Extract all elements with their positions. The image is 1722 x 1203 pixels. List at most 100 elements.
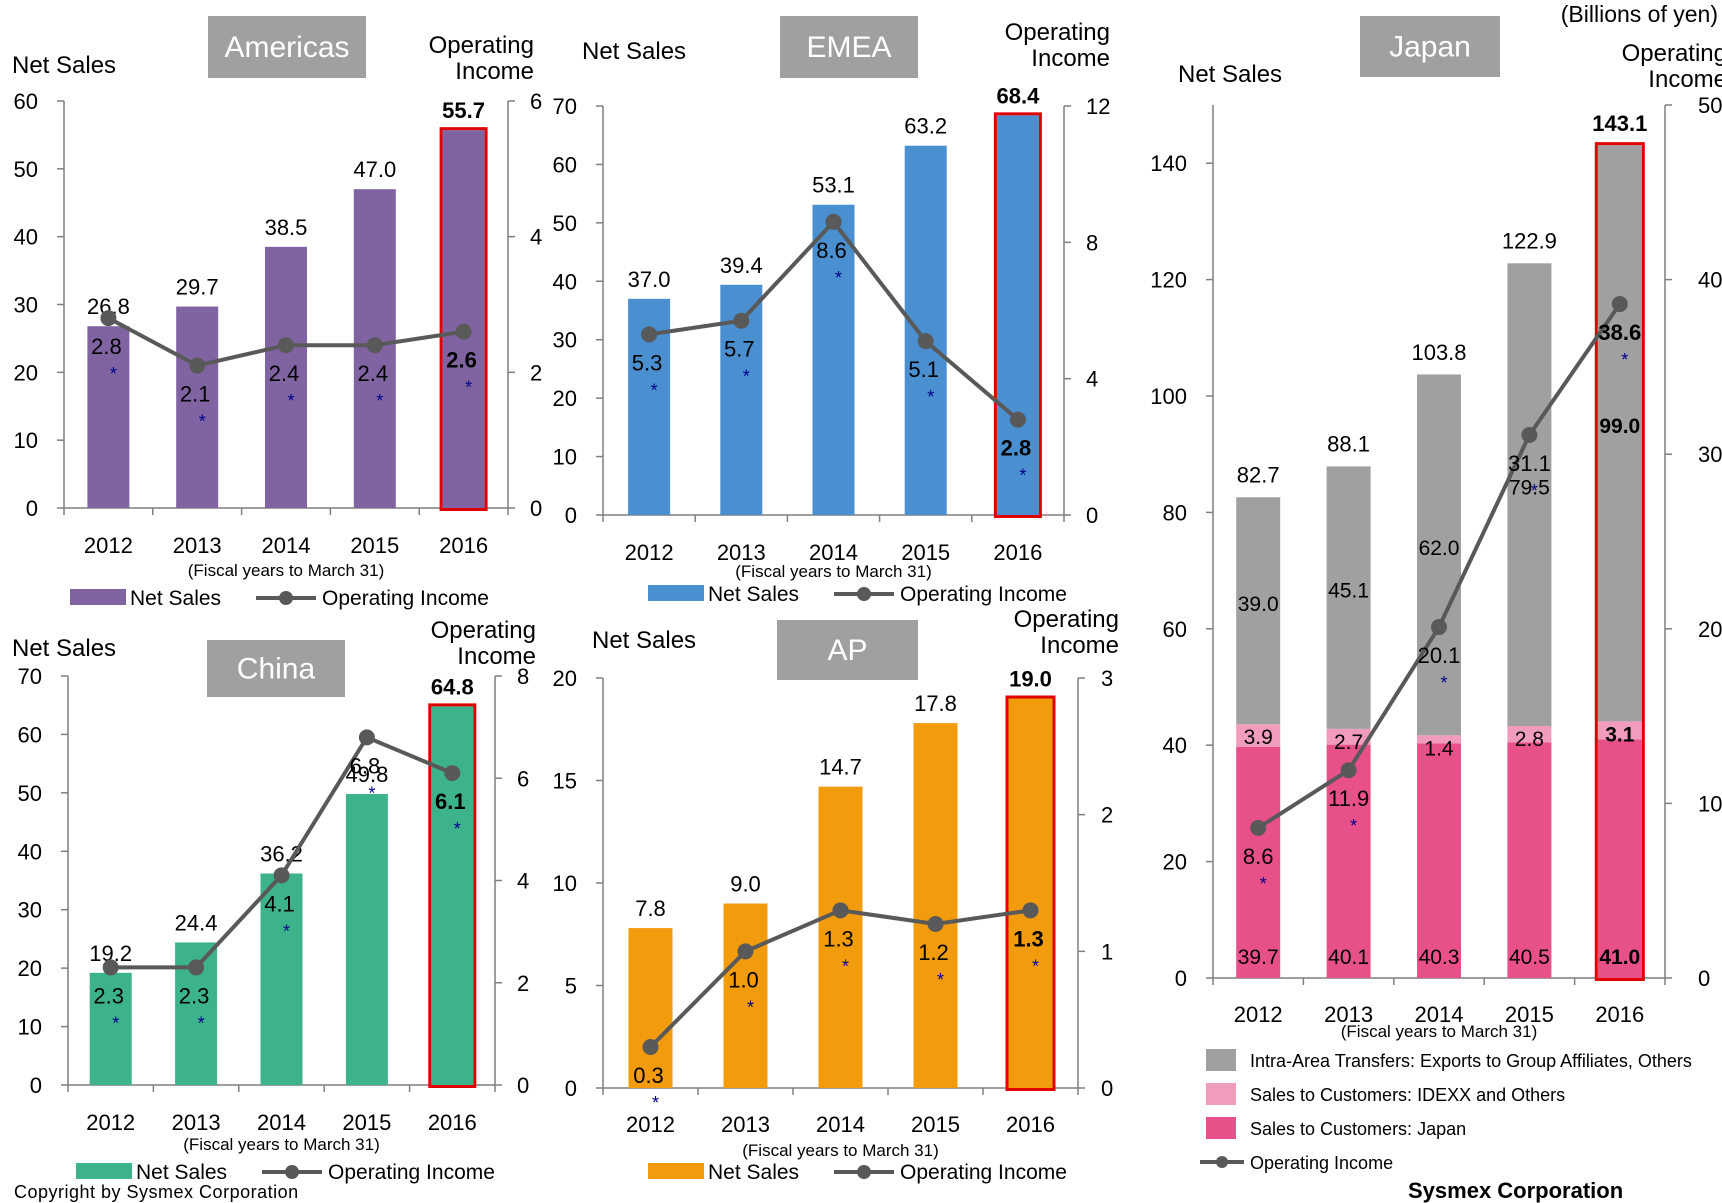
x-axis-caption: (Fiscal years to March 31) bbox=[188, 561, 385, 580]
net-sales-value-label: 7.8 bbox=[635, 896, 666, 921]
asterisk-mark: * bbox=[198, 1013, 205, 1033]
y-tick-label-left: 70 bbox=[18, 664, 42, 689]
asterisk-mark: * bbox=[287, 391, 294, 411]
y-axis-right-label-line2: Income bbox=[1040, 632, 1119, 659]
operating-income-value-label: 8.6 bbox=[1243, 844, 1274, 869]
net-sales-value-label: 24.4 bbox=[175, 910, 218, 935]
operating-income-value-label: 5.7 bbox=[724, 337, 755, 362]
asterisk-mark: * bbox=[651, 380, 658, 400]
legend-label-operating-income: Operating Income bbox=[1250, 1153, 1393, 1173]
y-tick-label-right: 12 bbox=[1086, 94, 1110, 119]
chart-title: EMEA bbox=[806, 31, 891, 64]
chart-title: China bbox=[237, 653, 316, 686]
legend-label-operating-income: Operating Income bbox=[328, 1161, 495, 1184]
operating-income-point bbox=[278, 337, 294, 353]
operating-income-point bbox=[359, 729, 375, 745]
segment-value-label: 40.5 bbox=[1509, 946, 1550, 969]
y-tick-label-right: 0 bbox=[530, 496, 542, 521]
legend-label-net-sales: Net Sales bbox=[708, 1161, 799, 1184]
y-tick-label-left: 50 bbox=[18, 781, 42, 806]
segment-value-label: 39.7 bbox=[1238, 946, 1279, 969]
segment-value-label: 1.4 bbox=[1424, 737, 1454, 760]
asterisk-mark: * bbox=[937, 970, 944, 990]
operating-income-point bbox=[1341, 762, 1357, 778]
y-tick-label-left: 0 bbox=[1175, 966, 1187, 991]
operating-income-value-label: 38.6 bbox=[1598, 320, 1641, 345]
y-tick-label-right: 4 bbox=[517, 869, 529, 894]
y-axis-right-label-line2: Income bbox=[455, 58, 534, 85]
y-axis-right-label-line1: Operating bbox=[431, 617, 536, 644]
x-tick-label: 2016 bbox=[428, 1110, 477, 1135]
y-tick-label-right: 6 bbox=[517, 766, 529, 791]
x-tick-label: 2015 bbox=[911, 1112, 960, 1137]
chart-japan: JapanNet SalesOperatingIncome02040608010… bbox=[1150, 16, 1722, 1173]
segment-value-label: 2.8 bbox=[1515, 728, 1544, 751]
operating-income-point bbox=[189, 358, 205, 374]
x-tick-label: 2016 bbox=[1006, 1112, 1055, 1137]
y-tick-label-left: 100 bbox=[1150, 384, 1187, 409]
y-tick-label-left: 15 bbox=[553, 769, 577, 794]
y-tick-label-left: 40 bbox=[14, 225, 38, 250]
y-tick-label-right: 2 bbox=[517, 971, 529, 996]
asterisk-mark: * bbox=[835, 268, 842, 288]
legend: Intra-Area Transfers: Exports to Group A… bbox=[1200, 1049, 1692, 1173]
y-tick-label-left: 80 bbox=[1163, 500, 1187, 525]
y-tick-label-left: 5 bbox=[565, 974, 577, 999]
asterisk-mark: * bbox=[927, 387, 934, 407]
chart-ap: APNet SalesOperatingIncome05101520012320… bbox=[553, 606, 1119, 1184]
chart-title: Americas bbox=[224, 31, 349, 64]
x-tick-label: 2014 bbox=[257, 1110, 306, 1135]
operating-income-value-label: 2.1 bbox=[180, 382, 211, 407]
operating-income-point bbox=[826, 214, 842, 230]
y-axis-right-label-line2: Income bbox=[1648, 66, 1722, 93]
legend: Net Sales Operating Income bbox=[70, 587, 489, 610]
asterisk-mark: * bbox=[110, 364, 117, 384]
x-tick-label: 2012 bbox=[1234, 1002, 1283, 1027]
chart-title-box: China bbox=[207, 640, 345, 697]
y-tick-label-right: 8 bbox=[517, 664, 529, 689]
y-axis-right-label-line2: Income bbox=[1031, 45, 1110, 72]
legend-marker-operating-income bbox=[1216, 1156, 1228, 1168]
legend-label-net-sales: Net Sales bbox=[136, 1161, 227, 1184]
legend-label-net-sales: Net Sales bbox=[708, 583, 799, 606]
net-sales-value-label: 68.4 bbox=[996, 83, 1040, 108]
y-tick-label-left: 30 bbox=[14, 293, 38, 318]
segment-value-label: 3.9 bbox=[1244, 726, 1273, 749]
y-tick-label-left: 0 bbox=[26, 496, 38, 521]
chart-china: ChinaNet SalesOperatingIncome01020304050… bbox=[12, 617, 536, 1184]
legend: Net Sales Operating Income bbox=[648, 1161, 1067, 1184]
x-axis-caption: (Fiscal years to March 31) bbox=[183, 1135, 380, 1154]
segment-value-label: 45.1 bbox=[1328, 580, 1369, 603]
y-tick-label-left: 40 bbox=[1163, 733, 1187, 758]
x-axis-caption: (Fiscal years to March 31) bbox=[742, 1141, 939, 1160]
segment-value-label: 3.1 bbox=[1605, 723, 1635, 746]
x-axis-caption: (Fiscal years to March 31) bbox=[735, 562, 932, 581]
segment-value-label: 99.0 bbox=[1599, 415, 1640, 438]
net-sales-bar bbox=[346, 794, 388, 1085]
total-value-label: 143.1 bbox=[1592, 111, 1647, 136]
legend-swatch-net-sales bbox=[648, 585, 704, 601]
stacked-segment-bar bbox=[1507, 742, 1551, 978]
y-tick-label-right: 10 bbox=[1698, 791, 1722, 816]
operating-income-value-label: 2.4 bbox=[269, 361, 300, 386]
y-tick-label-right: 20 bbox=[1698, 617, 1722, 642]
operating-income-point bbox=[444, 765, 460, 781]
y-tick-label-left: 40 bbox=[553, 269, 577, 294]
legend-swatch-net-sales bbox=[70, 589, 126, 605]
x-tick-label: 2015 bbox=[350, 533, 399, 558]
operating-income-value-label: 5.1 bbox=[908, 357, 939, 382]
operating-income-point bbox=[833, 902, 849, 918]
x-tick-label: 2014 bbox=[262, 533, 311, 558]
asterisk-mark: * bbox=[747, 997, 754, 1017]
copyright-text: Copyright by Sysmex Corporation bbox=[14, 1182, 299, 1202]
y-tick-label-left: 60 bbox=[553, 152, 577, 177]
segment-value-label: 39.0 bbox=[1238, 593, 1279, 616]
y-tick-label-left: 60 bbox=[14, 89, 38, 114]
legend-label-net-sales: Net Sales bbox=[130, 587, 221, 610]
net-sales-value-label: 64.8 bbox=[431, 674, 474, 699]
y-tick-label-right: 0 bbox=[1698, 966, 1710, 991]
net-sales-value-label: 9.0 bbox=[730, 872, 761, 897]
operating-income-value-label: 2.4 bbox=[358, 361, 389, 386]
segment-value-label: 41.0 bbox=[1599, 946, 1640, 969]
